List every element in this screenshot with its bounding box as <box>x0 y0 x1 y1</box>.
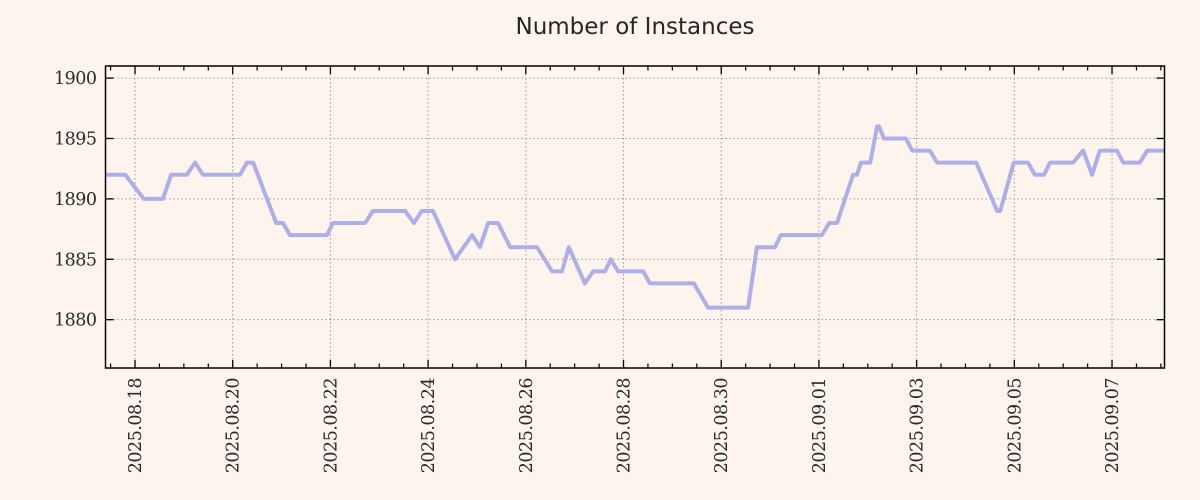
x-tick-label: 2025.08.20 <box>224 378 244 473</box>
y-tick-label: 1890 <box>54 190 97 210</box>
y-tick-label: 1885 <box>54 250 97 270</box>
plot-border <box>104 65 1166 369</box>
x-tick-label: 2025.08.30 <box>712 378 732 473</box>
series-line <box>105 124 1165 310</box>
y-tick-label: 1880 <box>54 311 97 331</box>
x-tick-label: 2025.09.05 <box>1005 378 1025 473</box>
x-tick-label: 2025.08.26 <box>517 378 537 474</box>
y-tick-label: 1895 <box>54 129 97 149</box>
x-tick-label: 2025.08.24 <box>419 378 439 474</box>
x-tick-label: 2025.09.01 <box>810 378 830 473</box>
x-tick-label: 2025.08.28 <box>615 378 635 473</box>
y-tick-label: 1900 <box>54 69 97 89</box>
x-tick-label: 2025.09.07 <box>1103 378 1123 473</box>
x-tick-label: 2025.08.22 <box>321 378 341 473</box>
x-tick-label: 2025.08.18 <box>126 378 146 473</box>
chart-title: Number of Instances <box>515 14 755 40</box>
x-tick-label: 2025.09.03 <box>908 378 928 473</box>
